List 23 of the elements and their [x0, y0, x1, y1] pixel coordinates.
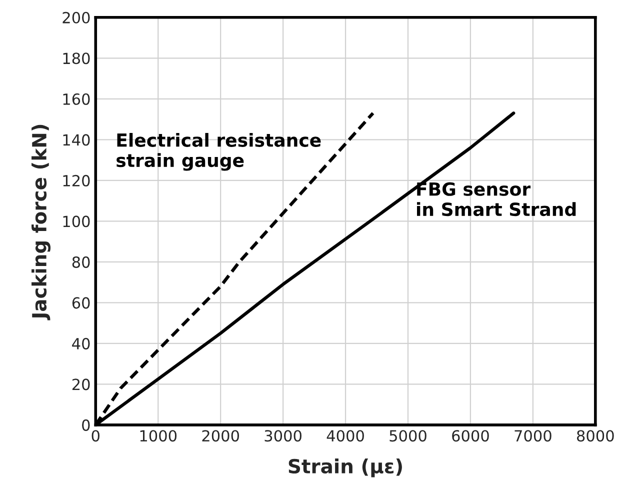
y-tick-label: 0: [82, 419, 90, 431]
x-tick-label: 2000: [202, 430, 240, 442]
y-tick-label: 100: [63, 216, 90, 228]
x-tick-label: 4000: [326, 430, 364, 442]
x-axis-title: Strain (με): [288, 458, 402, 478]
x-tick-label: 1000: [140, 430, 177, 442]
y-tick-label: 20: [72, 378, 90, 390]
x-tick-label: 5000: [390, 430, 426, 442]
series-label: Electrical resistance strain gauge: [116, 132, 321, 171]
y-axis-title: Jacking force (kN): [32, 124, 50, 320]
x-tick-label: 3000: [264, 430, 302, 442]
y-tick-label: 180: [63, 52, 90, 64]
y-tick-label: 140: [63, 134, 90, 146]
y-tick-label: 40: [72, 338, 90, 350]
y-tick-label: 120: [63, 174, 90, 186]
x-tick-label: 0: [92, 430, 100, 442]
y-tick-label: 80: [72, 256, 90, 268]
y-tick-label: 160: [63, 93, 90, 105]
x-tick-label: 8000: [577, 430, 614, 442]
x-tick-label: 6000: [452, 430, 489, 442]
x-tick-label: 7000: [514, 430, 552, 442]
y-tick-label: 200: [62, 12, 90, 24]
y-tick-label: 60: [72, 297, 90, 309]
